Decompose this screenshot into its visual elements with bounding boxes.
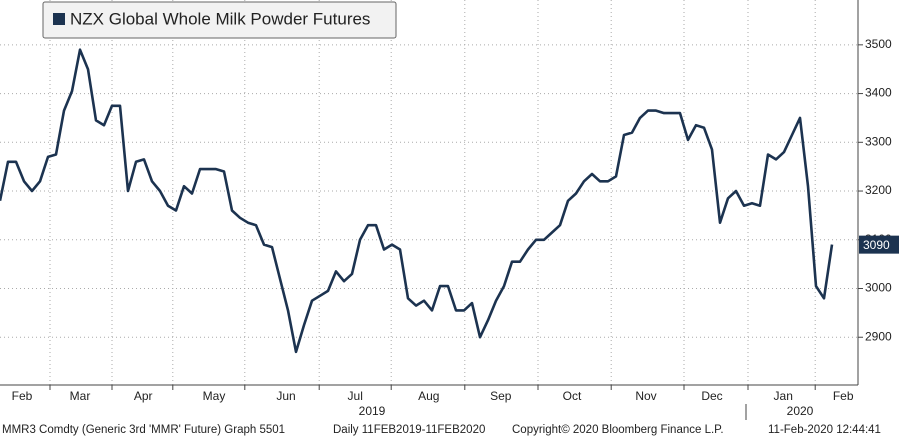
- footer-text: Copyright© 2020 Bloomberg Finance L.P.: [512, 424, 724, 436]
- x-tick-label: Feb: [12, 389, 33, 403]
- legend-label: NZX Global Whole Milk Powder Futures: [70, 9, 370, 28]
- x-tick-label: Feb: [833, 389, 854, 403]
- legend: NZX Global Whole Milk Powder Futures: [42, 1, 397, 39]
- y-tick-label: 3000: [865, 281, 892, 295]
- y-tick-label: 3500: [865, 37, 892, 51]
- x-tick-label: Jun: [276, 389, 295, 403]
- price-line: [0, 48, 834, 354]
- footer-text: MMR3 Comdty (Generic 3rd 'MMR' Future) G…: [2, 424, 285, 436]
- x-tick-label: Jan: [774, 389, 793, 403]
- x-tick-label: Nov: [635, 389, 656, 403]
- legend-swatch: [53, 13, 65, 25]
- year-label: 2019: [359, 404, 386, 418]
- x-tick-label: Apr: [134, 389, 153, 403]
- last-value-tag: [859, 235, 899, 254]
- x-tick-label: Mar: [70, 389, 91, 403]
- x-tick-label: Sep: [490, 389, 512, 403]
- y-tick-label: 2900: [865, 329, 892, 343]
- last-value-label: 3090: [863, 238, 890, 252]
- x-tick-label: Oct: [563, 389, 582, 403]
- x-tick-label: May: [203, 389, 226, 403]
- x-tick-label: Dec: [701, 389, 722, 403]
- footer-text: 11-Feb-2020 12:44:41: [768, 424, 881, 436]
- year-label: 2020: [787, 404, 814, 418]
- y-tick-label: 3400: [865, 86, 892, 100]
- x-tick-label: Aug: [418, 389, 439, 403]
- x-tick-label: Jul: [348, 389, 363, 403]
- y-tick-label: 3300: [865, 134, 892, 148]
- footer-text: Daily 11FEB2019-11FEB2020: [333, 424, 485, 436]
- legend-box: [42, 1, 397, 39]
- y-tick-label: 3200: [865, 183, 892, 197]
